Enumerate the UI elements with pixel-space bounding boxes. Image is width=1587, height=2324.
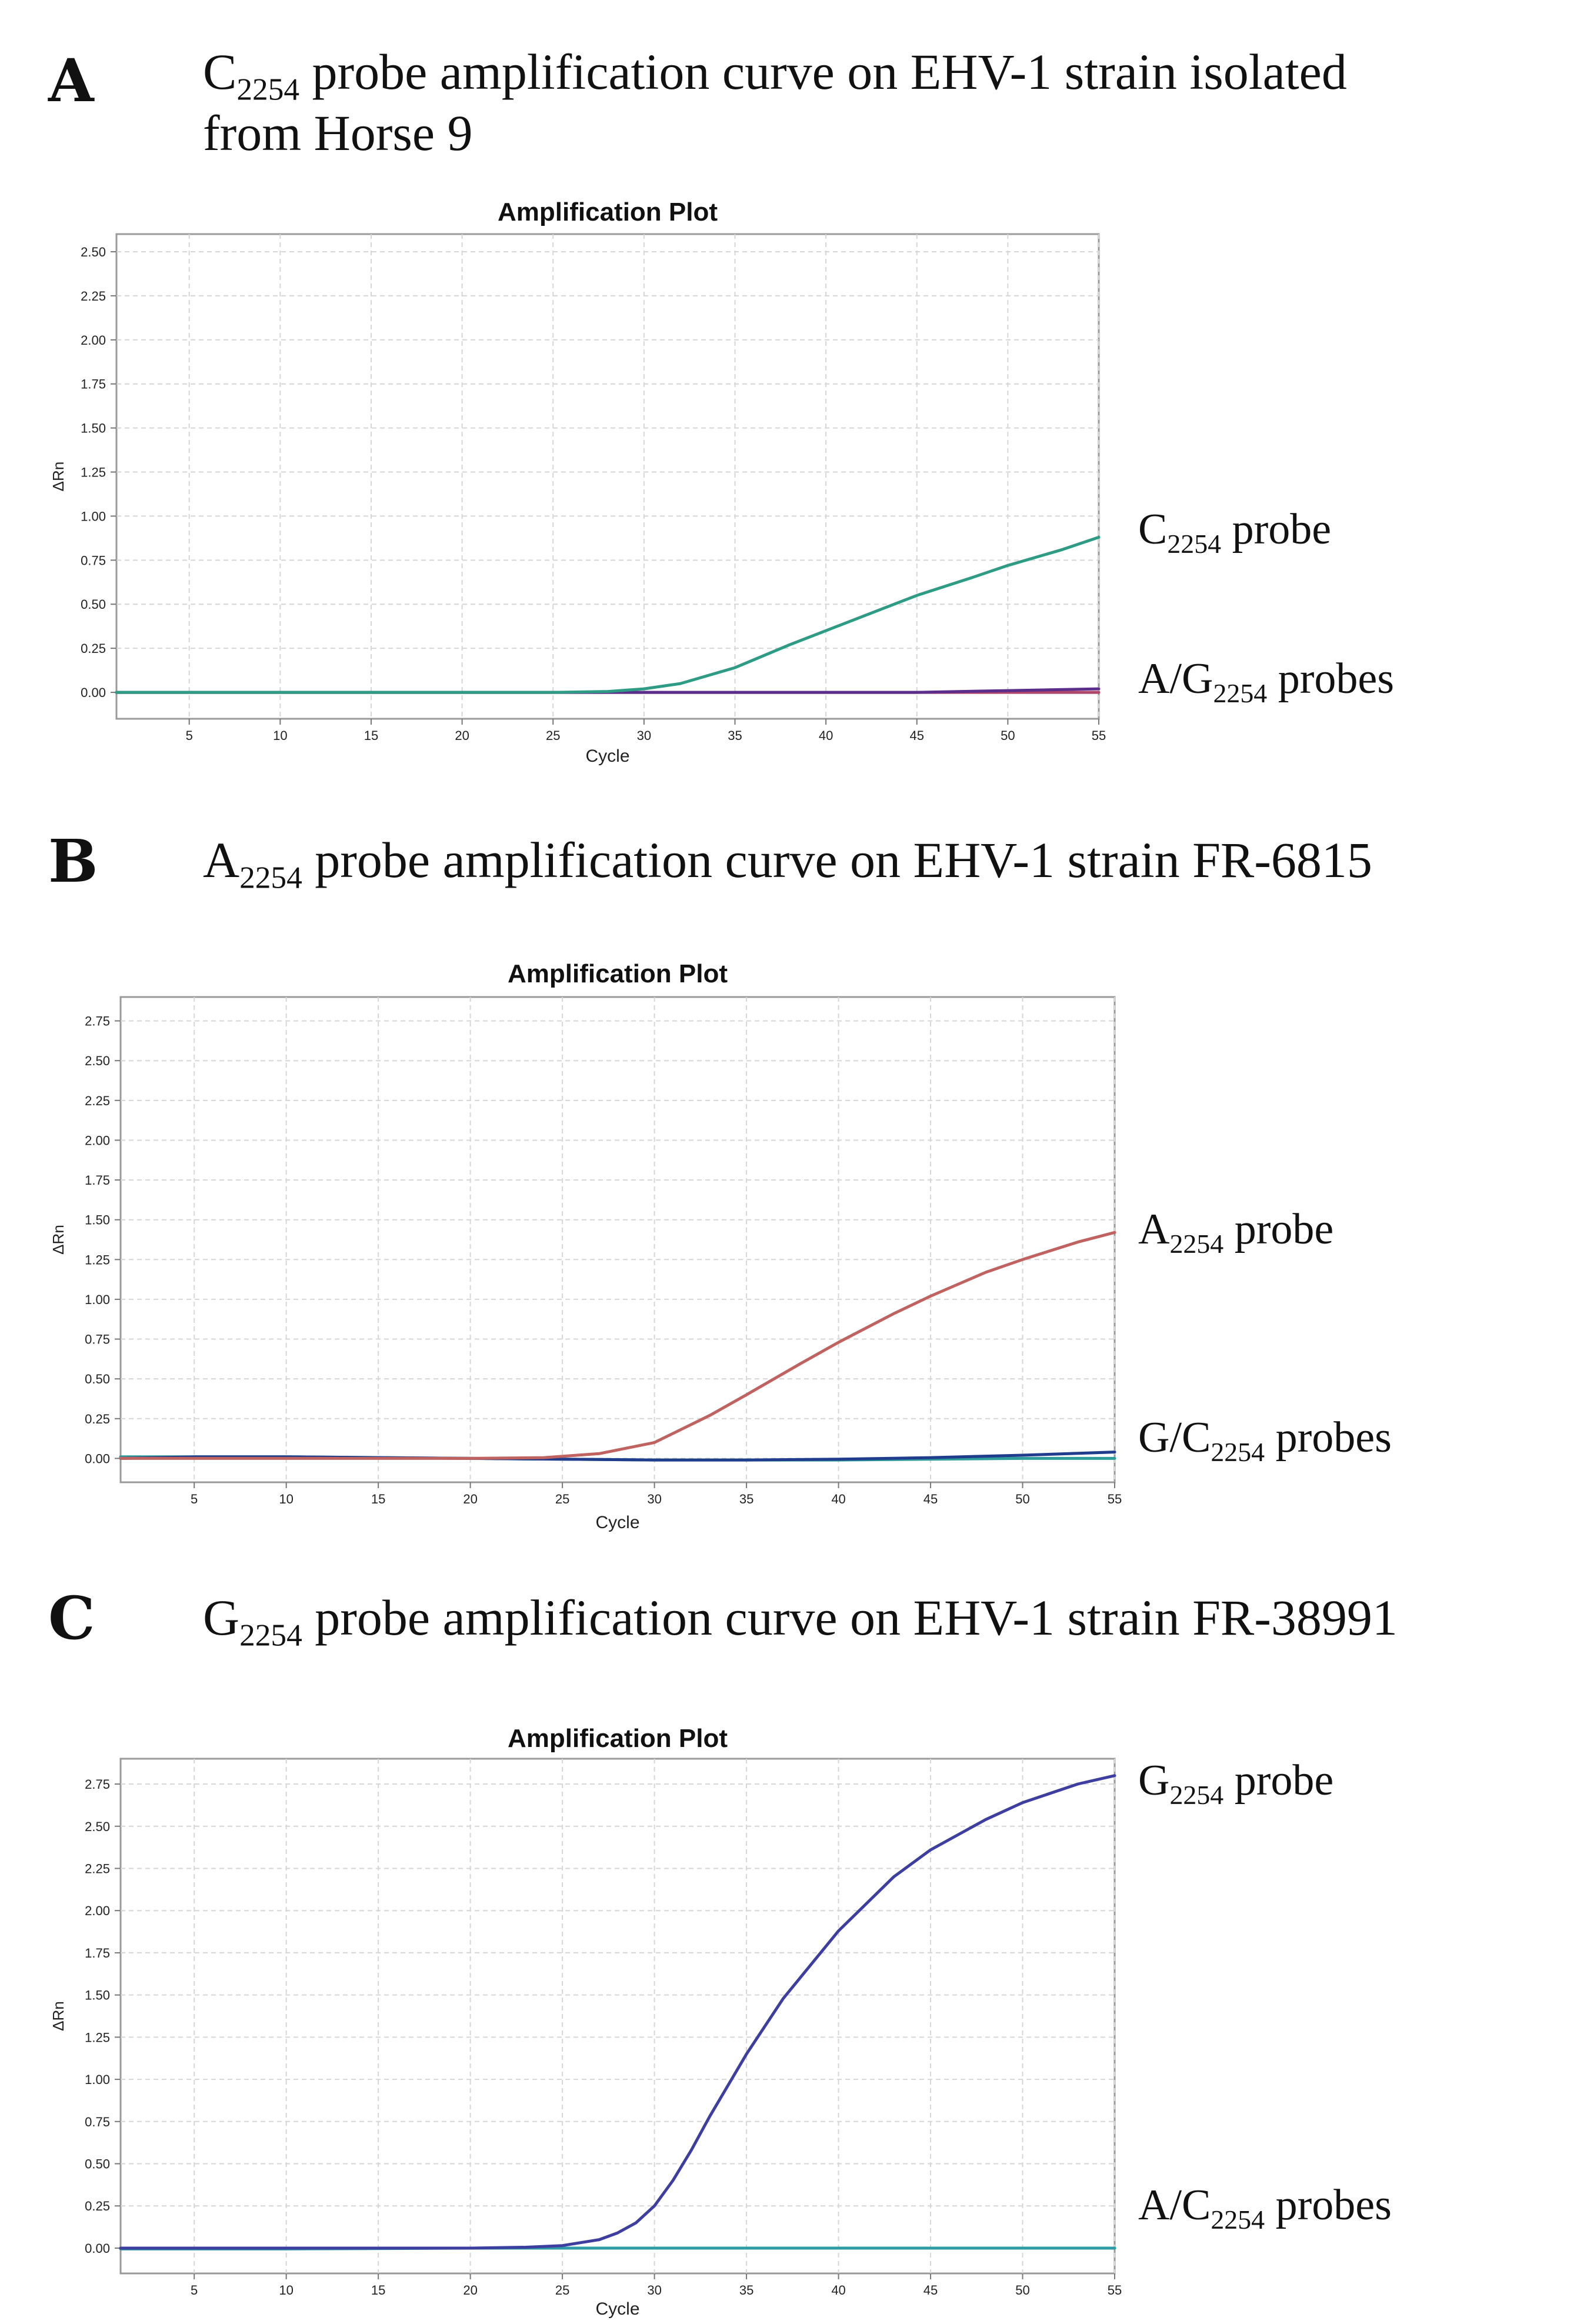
panel-letter: A xyxy=(48,46,94,115)
annotation-ag2254-probes: A/G2254 probes xyxy=(1138,655,1394,709)
x-tick-label: 55 xyxy=(1108,1492,1122,1506)
annotation-gc2254-probes: G/C2254 probes xyxy=(1138,1413,1392,1468)
x-tick-label: 15 xyxy=(371,2283,385,2298)
panel-title: C2254 probe amplification curve on EHV-1… xyxy=(203,44,1347,161)
y-tick-label: 0.75 xyxy=(85,2115,110,2129)
y-tick-label: 0.25 xyxy=(85,2199,110,2213)
y-axis-label: ΔRn xyxy=(49,2001,67,2031)
y-tick-label: 0.75 xyxy=(85,1332,110,1347)
series-line xyxy=(115,535,1101,694)
x-tick-label: 50 xyxy=(1015,1492,1029,1506)
y-tick-label: 0.25 xyxy=(81,641,106,656)
annotation-ac2254-probes: A/C2254 probes xyxy=(1138,2181,1392,2235)
x-tick-label: 30 xyxy=(637,728,651,743)
series-line xyxy=(119,1451,1116,1462)
y-tick-label: 1.50 xyxy=(85,1988,110,2003)
y-tick-label: 0.00 xyxy=(81,685,106,700)
y-tick-label: 1.25 xyxy=(85,2030,110,2045)
series-line xyxy=(119,1774,1116,2250)
annotation-c2254-probe: C2254 probe xyxy=(1138,505,1332,559)
y-tick-label: 2.50 xyxy=(85,1053,110,1068)
y-tick-label: 1.25 xyxy=(85,1252,110,1267)
x-tick-label: 25 xyxy=(555,1492,569,1506)
y-tick-label: 2.50 xyxy=(81,245,106,259)
annotation-a2254-probe: A2254 probe xyxy=(1138,1205,1334,1259)
y-axis-label: ΔRn xyxy=(49,1225,67,1255)
y-tick-label: 1.75 xyxy=(85,1946,110,1960)
panel-title: A2254 probe amplification curve on EHV-1… xyxy=(203,832,1372,895)
y-tick-label: 0.75 xyxy=(81,553,106,568)
y-tick-label: 1.00 xyxy=(81,509,106,524)
y-tick-label: 2.75 xyxy=(85,1777,110,1792)
y-tick-label: 1.75 xyxy=(81,377,106,392)
x-tick-label: 45 xyxy=(909,728,923,743)
chart-title: Amplification Plot xyxy=(508,1724,728,1753)
x-tick-label: 25 xyxy=(555,2283,569,2298)
x-tick-label: 5 xyxy=(186,728,193,743)
y-tick-label: 0.50 xyxy=(85,2157,110,2172)
y-tick-label: 1.50 xyxy=(85,1213,110,1228)
annotation-g2254-probe: G2254 probe xyxy=(1138,1756,1334,1810)
x-tick-label: 15 xyxy=(371,1492,385,1506)
x-tick-label: 55 xyxy=(1092,728,1106,743)
series-line xyxy=(119,1231,1116,1460)
x-tick-label: 30 xyxy=(647,1492,661,1506)
x-tick-label: 40 xyxy=(831,2283,845,2298)
x-tick-label: 10 xyxy=(279,2283,293,2298)
plot-area xyxy=(119,996,1116,1483)
chart-title: Amplification Plot xyxy=(498,198,718,226)
x-tick-label: 45 xyxy=(923,1492,938,1506)
y-tick-label: 1.00 xyxy=(85,2072,110,2087)
x-tick-label: 40 xyxy=(819,728,833,743)
plot-area xyxy=(119,1758,1116,2275)
amplification-plot-b: Amplification Plot 0.00 0.25 0.50 0.75 1.00 1.… xyxy=(49,959,1122,1532)
x-tick-label: 35 xyxy=(739,1492,754,1506)
x-tick-label: 35 xyxy=(728,728,742,743)
y-tick-label: 1.25 xyxy=(81,465,106,480)
x-tick-label: 5 xyxy=(191,1492,198,1506)
y-tick-label: 0.00 xyxy=(85,1451,110,1466)
y-tick-label: 2.75 xyxy=(85,1014,110,1029)
x-axis-label: Cycle xyxy=(585,746,629,766)
y-tick-label: 0.50 xyxy=(81,597,106,612)
x-tick-label: 40 xyxy=(831,1492,845,1506)
panel-letter: C xyxy=(48,1583,95,1653)
y-tick-label: 1.00 xyxy=(85,1292,110,1307)
x-tick-label: 25 xyxy=(546,728,560,743)
y-axis-label: ΔRn xyxy=(49,462,67,492)
x-tick-label: 10 xyxy=(279,1492,293,1506)
x-tick-label: 20 xyxy=(455,728,469,743)
y-tick-label: 2.50 xyxy=(85,1819,110,1834)
panel-title: G2254 probe amplification curve on EHV-1… xyxy=(203,1589,1398,1653)
y-tick-label: 2.00 xyxy=(85,1903,110,1918)
y-tick-label: 2.00 xyxy=(85,1133,110,1148)
x-tick-label: 50 xyxy=(1015,2283,1029,2298)
x-tick-label: 20 xyxy=(463,2283,477,2298)
plot-area xyxy=(115,233,1100,720)
x-tick-label: 35 xyxy=(739,2283,754,2298)
y-tick-label: 0.00 xyxy=(85,2241,110,2256)
chart-title: Amplification Plot xyxy=(508,959,728,988)
x-axis-label: Cycle xyxy=(595,2299,639,2319)
x-tick-label: 15 xyxy=(364,728,378,743)
y-tick-label: 0.50 xyxy=(85,1372,110,1386)
y-tick-label: 2.00 xyxy=(81,333,106,348)
y-tick-label: 2.25 xyxy=(85,1861,110,1876)
y-tick-label: 1.75 xyxy=(85,1173,110,1188)
y-tick-label: 1.50 xyxy=(81,421,106,436)
x-tick-label: 5 xyxy=(191,2283,198,2298)
x-axis-label: Cycle xyxy=(595,1513,639,1532)
x-tick-label: 45 xyxy=(923,2283,938,2298)
x-tick-label: 20 xyxy=(463,1492,477,1506)
x-tick-label: 50 xyxy=(1001,728,1015,743)
y-tick-label: 0.25 xyxy=(85,1412,110,1426)
y-tick-label: 2.25 xyxy=(81,289,106,304)
x-tick-label: 10 xyxy=(273,728,287,743)
y-tick-label: 2.25 xyxy=(85,1093,110,1108)
x-tick-label: 55 xyxy=(1108,2283,1122,2298)
x-tick-label: 30 xyxy=(647,2283,661,2298)
amplification-plot-a: Amplification Plot 0.00 0.25 0.50 0.75 1.00 1.… xyxy=(49,198,1106,766)
panel-letter: B xyxy=(48,826,98,896)
amplification-plot-c: Amplification Plot 0.00 0.25 0.50 0.75 1.00 1.… xyxy=(49,1724,1122,2319)
